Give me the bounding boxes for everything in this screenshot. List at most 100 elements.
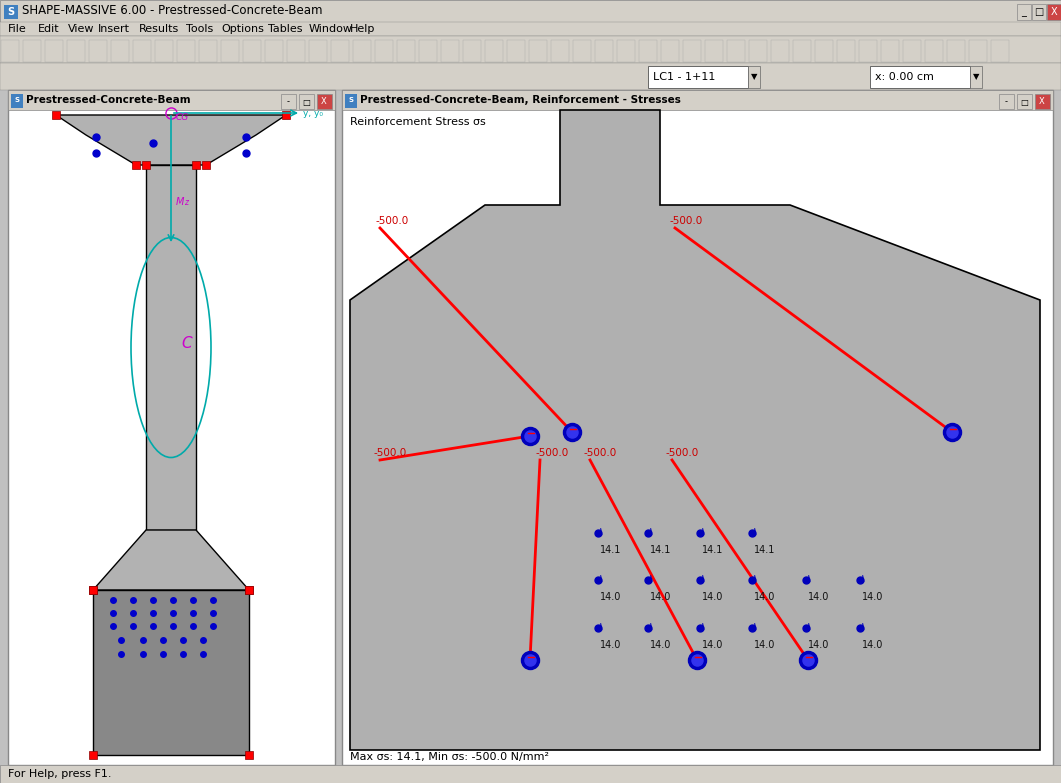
FancyBboxPatch shape (8, 90, 335, 110)
Text: Edit: Edit (38, 24, 59, 34)
Polygon shape (146, 165, 196, 530)
Text: S: S (7, 7, 15, 17)
Text: Insert: Insert (98, 24, 131, 34)
FancyBboxPatch shape (485, 40, 503, 62)
Text: 14.1: 14.1 (754, 545, 776, 555)
Text: 14.0: 14.0 (754, 640, 776, 650)
FancyBboxPatch shape (441, 40, 459, 62)
Text: 14.0: 14.0 (702, 592, 724, 602)
Text: 14.0: 14.0 (650, 640, 672, 650)
Text: -500.0: -500.0 (582, 448, 616, 458)
FancyBboxPatch shape (11, 94, 23, 108)
FancyBboxPatch shape (1, 40, 19, 62)
Text: -: - (1005, 98, 1008, 106)
FancyBboxPatch shape (4, 5, 18, 19)
Text: □: □ (1034, 7, 1044, 17)
Bar (245, 751, 253, 759)
Text: 14.1: 14.1 (702, 545, 724, 555)
Text: _: _ (1022, 7, 1026, 17)
FancyBboxPatch shape (331, 40, 349, 62)
FancyBboxPatch shape (793, 40, 811, 62)
Text: M: M (176, 197, 185, 207)
Text: y, y₀: y, y₀ (303, 109, 323, 117)
FancyBboxPatch shape (342, 90, 1053, 765)
FancyBboxPatch shape (309, 40, 327, 62)
Text: -500.0: -500.0 (535, 448, 569, 458)
FancyBboxPatch shape (661, 40, 679, 62)
FancyBboxPatch shape (397, 40, 415, 62)
FancyBboxPatch shape (618, 40, 634, 62)
Text: Prestressed-Concrete-Beam, Reinforcement - Stresses: Prestressed-Concrete-Beam, Reinforcement… (360, 95, 681, 105)
FancyBboxPatch shape (317, 94, 332, 109)
Text: LC1 - 1+11: LC1 - 1+11 (653, 72, 715, 82)
FancyBboxPatch shape (1017, 4, 1031, 20)
FancyBboxPatch shape (969, 40, 987, 62)
FancyBboxPatch shape (299, 94, 314, 109)
Text: -500.0: -500.0 (665, 448, 698, 458)
FancyBboxPatch shape (1032, 4, 1046, 20)
Bar (202, 161, 210, 169)
FancyBboxPatch shape (748, 66, 760, 88)
FancyBboxPatch shape (265, 40, 283, 62)
Text: □: □ (302, 98, 310, 106)
Text: C: C (181, 335, 192, 351)
FancyBboxPatch shape (815, 40, 833, 62)
Text: Max σs: 14.1, Min σs: -500.0 N/mm²: Max σs: 14.1, Min σs: -500.0 N/mm² (350, 752, 549, 762)
FancyBboxPatch shape (648, 66, 748, 88)
Text: Prestressed-Concrete-Beam: Prestressed-Concrete-Beam (27, 95, 191, 105)
FancyBboxPatch shape (903, 40, 921, 62)
FancyBboxPatch shape (1034, 94, 1050, 109)
FancyBboxPatch shape (8, 90, 335, 765)
Bar (52, 111, 60, 119)
Text: ▼: ▼ (751, 73, 758, 81)
Text: 14.0: 14.0 (650, 592, 672, 602)
FancyBboxPatch shape (999, 94, 1014, 109)
FancyBboxPatch shape (45, 40, 63, 62)
Text: Reinforcement Stress σs: Reinforcement Stress σs (350, 117, 486, 127)
Text: Help: Help (349, 24, 375, 34)
FancyBboxPatch shape (89, 40, 107, 62)
FancyBboxPatch shape (991, 40, 1009, 62)
Polygon shape (56, 115, 286, 165)
Text: View: View (68, 24, 94, 34)
FancyBboxPatch shape (177, 40, 195, 62)
FancyBboxPatch shape (243, 40, 261, 62)
FancyBboxPatch shape (281, 94, 296, 109)
FancyBboxPatch shape (342, 90, 1053, 110)
Bar (89, 751, 97, 759)
Bar (245, 586, 253, 594)
FancyBboxPatch shape (837, 40, 855, 62)
Text: 14.1: 14.1 (601, 545, 622, 555)
Text: S: S (15, 97, 19, 103)
FancyBboxPatch shape (639, 40, 657, 62)
FancyBboxPatch shape (573, 40, 591, 62)
Bar (282, 111, 290, 119)
Text: File: File (8, 24, 27, 34)
Text: z: z (184, 198, 188, 207)
Text: -: - (286, 98, 290, 106)
FancyBboxPatch shape (529, 40, 547, 62)
FancyBboxPatch shape (727, 40, 745, 62)
Bar (245, 586, 253, 594)
FancyBboxPatch shape (375, 40, 393, 62)
Text: X: X (321, 98, 327, 106)
Bar (132, 161, 140, 169)
FancyBboxPatch shape (199, 40, 218, 62)
Bar (89, 586, 97, 594)
FancyBboxPatch shape (221, 40, 239, 62)
FancyBboxPatch shape (155, 40, 173, 62)
FancyBboxPatch shape (1047, 4, 1061, 20)
Text: 14.0: 14.0 (702, 640, 724, 650)
FancyBboxPatch shape (881, 40, 899, 62)
FancyBboxPatch shape (23, 40, 41, 62)
Text: Tools: Tools (186, 24, 213, 34)
FancyBboxPatch shape (67, 40, 85, 62)
Text: For Help, press F1.: For Help, press F1. (8, 769, 111, 779)
Text: X: X (1039, 98, 1045, 106)
Bar (142, 161, 150, 169)
FancyBboxPatch shape (595, 40, 613, 62)
Bar (89, 586, 97, 594)
FancyBboxPatch shape (111, 40, 129, 62)
FancyBboxPatch shape (925, 40, 943, 62)
FancyBboxPatch shape (749, 40, 767, 62)
